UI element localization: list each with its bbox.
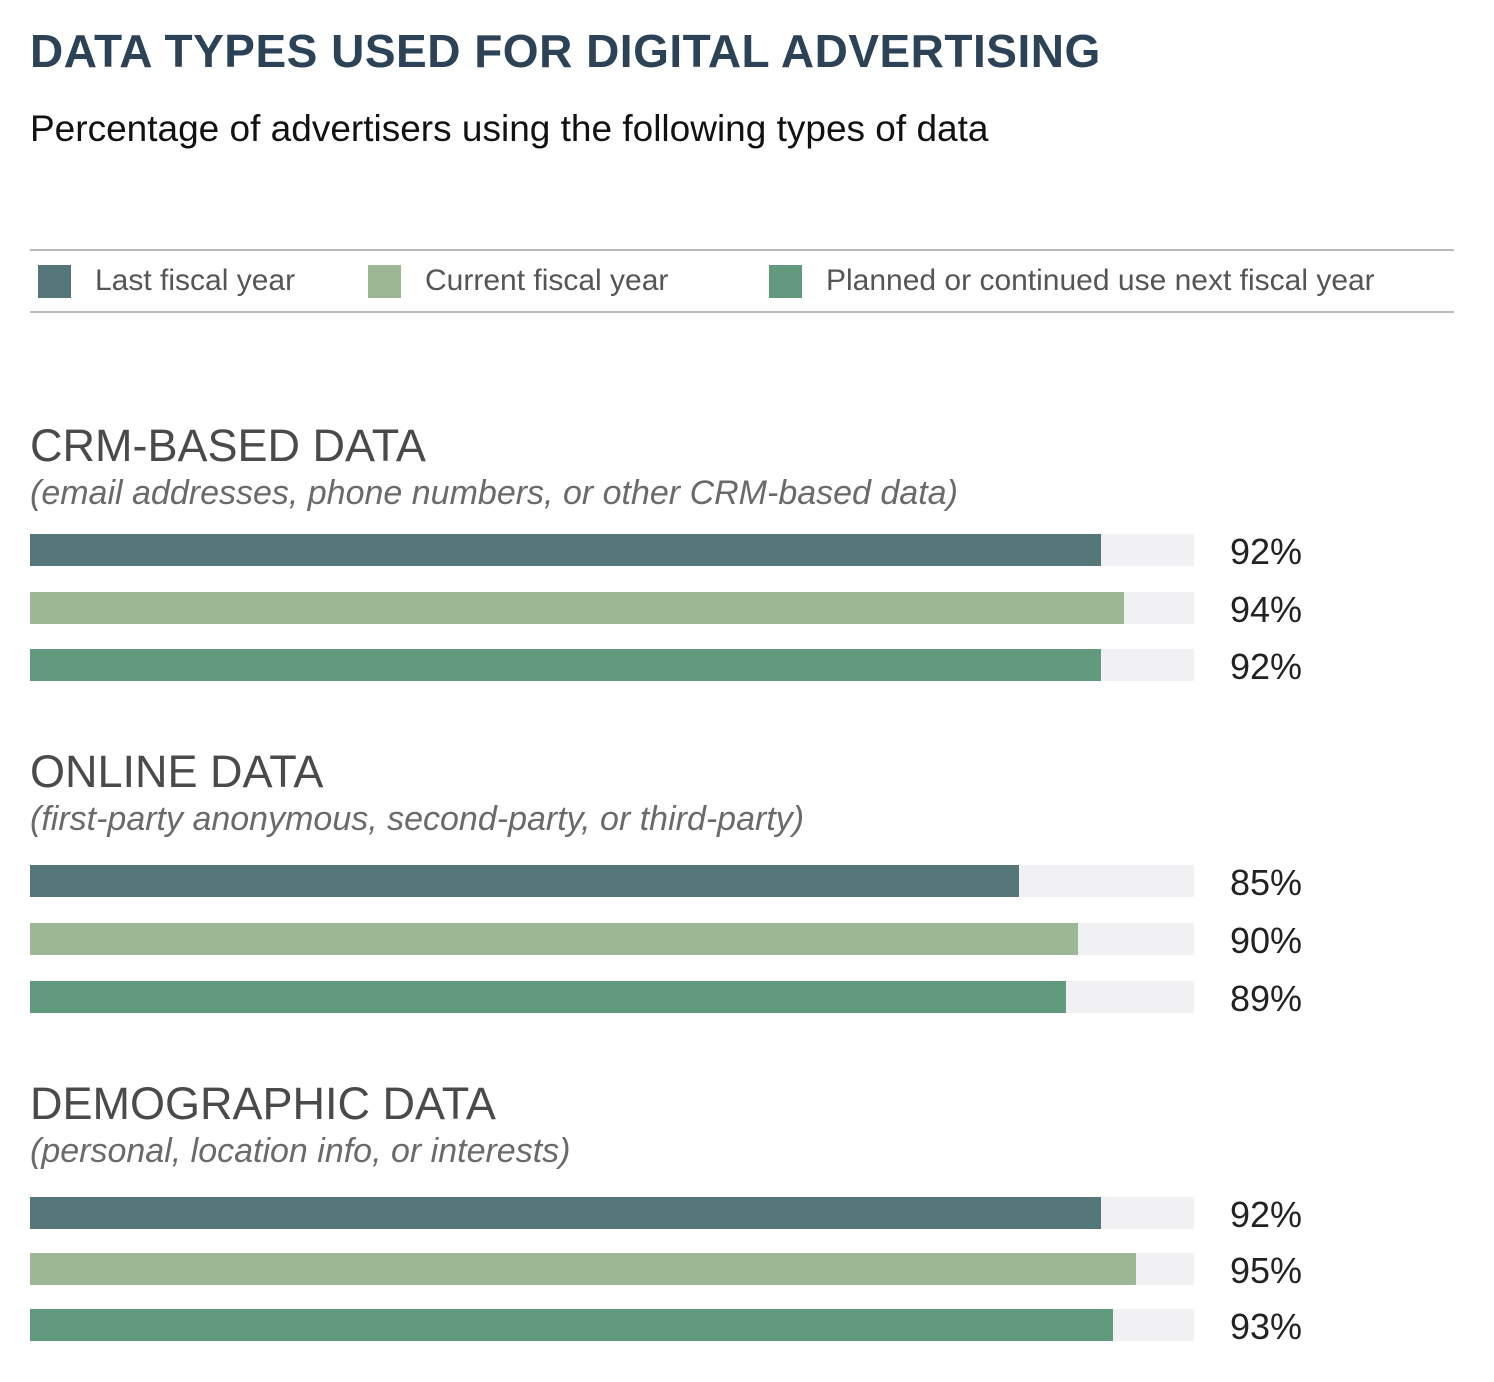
bar-online-last (30, 865, 1019, 897)
legend-item-last: Last fiscal year (38, 251, 295, 311)
group-title-crm: CRM-BASED DATA (30, 420, 426, 471)
legend-swatch-planned (769, 264, 802, 298)
group-title-demographic: DEMOGRAPHIC DATA (30, 1078, 496, 1129)
legend-item-current: Current fiscal year (368, 251, 668, 311)
bar-label-crm-last: 92% (1230, 531, 1303, 572)
bar-track (30, 534, 1194, 566)
bar-label-crm-current: 94% (1230, 589, 1303, 630)
bar-track (30, 981, 1194, 1013)
legend: Last fiscal year Current fiscal year Pla… (30, 249, 1454, 313)
bar-label-demographic-planned: 93% (1230, 1306, 1303, 1347)
legend-item-planned: Planned or continued use next fiscal yea… (769, 251, 1375, 311)
legend-label-planned: Planned or continued use next fiscal yea… (826, 264, 1375, 297)
bar-track (30, 865, 1194, 897)
bar-track (30, 1253, 1194, 1285)
group-title-online: ONLINE DATA (30, 746, 324, 797)
chart-subtitle: Percentage of advertisers using the foll… (30, 108, 989, 149)
legend-label-current: Current fiscal year (425, 264, 669, 297)
legend-label-last: Last fiscal year (95, 264, 296, 297)
bar-online-current (30, 923, 1078, 955)
bar-label-demographic-last: 92% (1230, 1194, 1303, 1235)
bar-demographic-planned (30, 1309, 1113, 1341)
group-note-online: (first-party anonymous, second-party, or… (30, 800, 805, 838)
bar-crm-planned (30, 649, 1101, 681)
bar-demographic-current (30, 1253, 1136, 1285)
bar-track (30, 649, 1194, 681)
bar-label-online-last: 85% (1230, 862, 1303, 903)
bar-label-crm-planned: 92% (1230, 646, 1303, 687)
bar-online-planned (30, 981, 1066, 1013)
bar-track (30, 923, 1194, 955)
legend-swatch-current (368, 264, 401, 298)
legend-swatch-last (38, 264, 71, 298)
bar-crm-current (30, 592, 1124, 624)
group-note-crm: (email addresses, phone numbers, or othe… (30, 474, 958, 512)
bar-label-online-current: 90% (1230, 920, 1303, 961)
bar-demographic-last (30, 1197, 1101, 1229)
bar-track (30, 1197, 1194, 1229)
chart-title: DATA TYPES USED FOR DIGITAL ADVERTISING (30, 25, 1101, 77)
bar-label-demographic-current: 95% (1230, 1250, 1303, 1291)
bar-track (30, 1309, 1194, 1341)
bar-label-online-planned: 89% (1230, 978, 1303, 1019)
group-note-demographic: (personal, location info, or interests) (30, 1132, 571, 1170)
bar-track (30, 592, 1194, 624)
bar-crm-last (30, 534, 1101, 566)
